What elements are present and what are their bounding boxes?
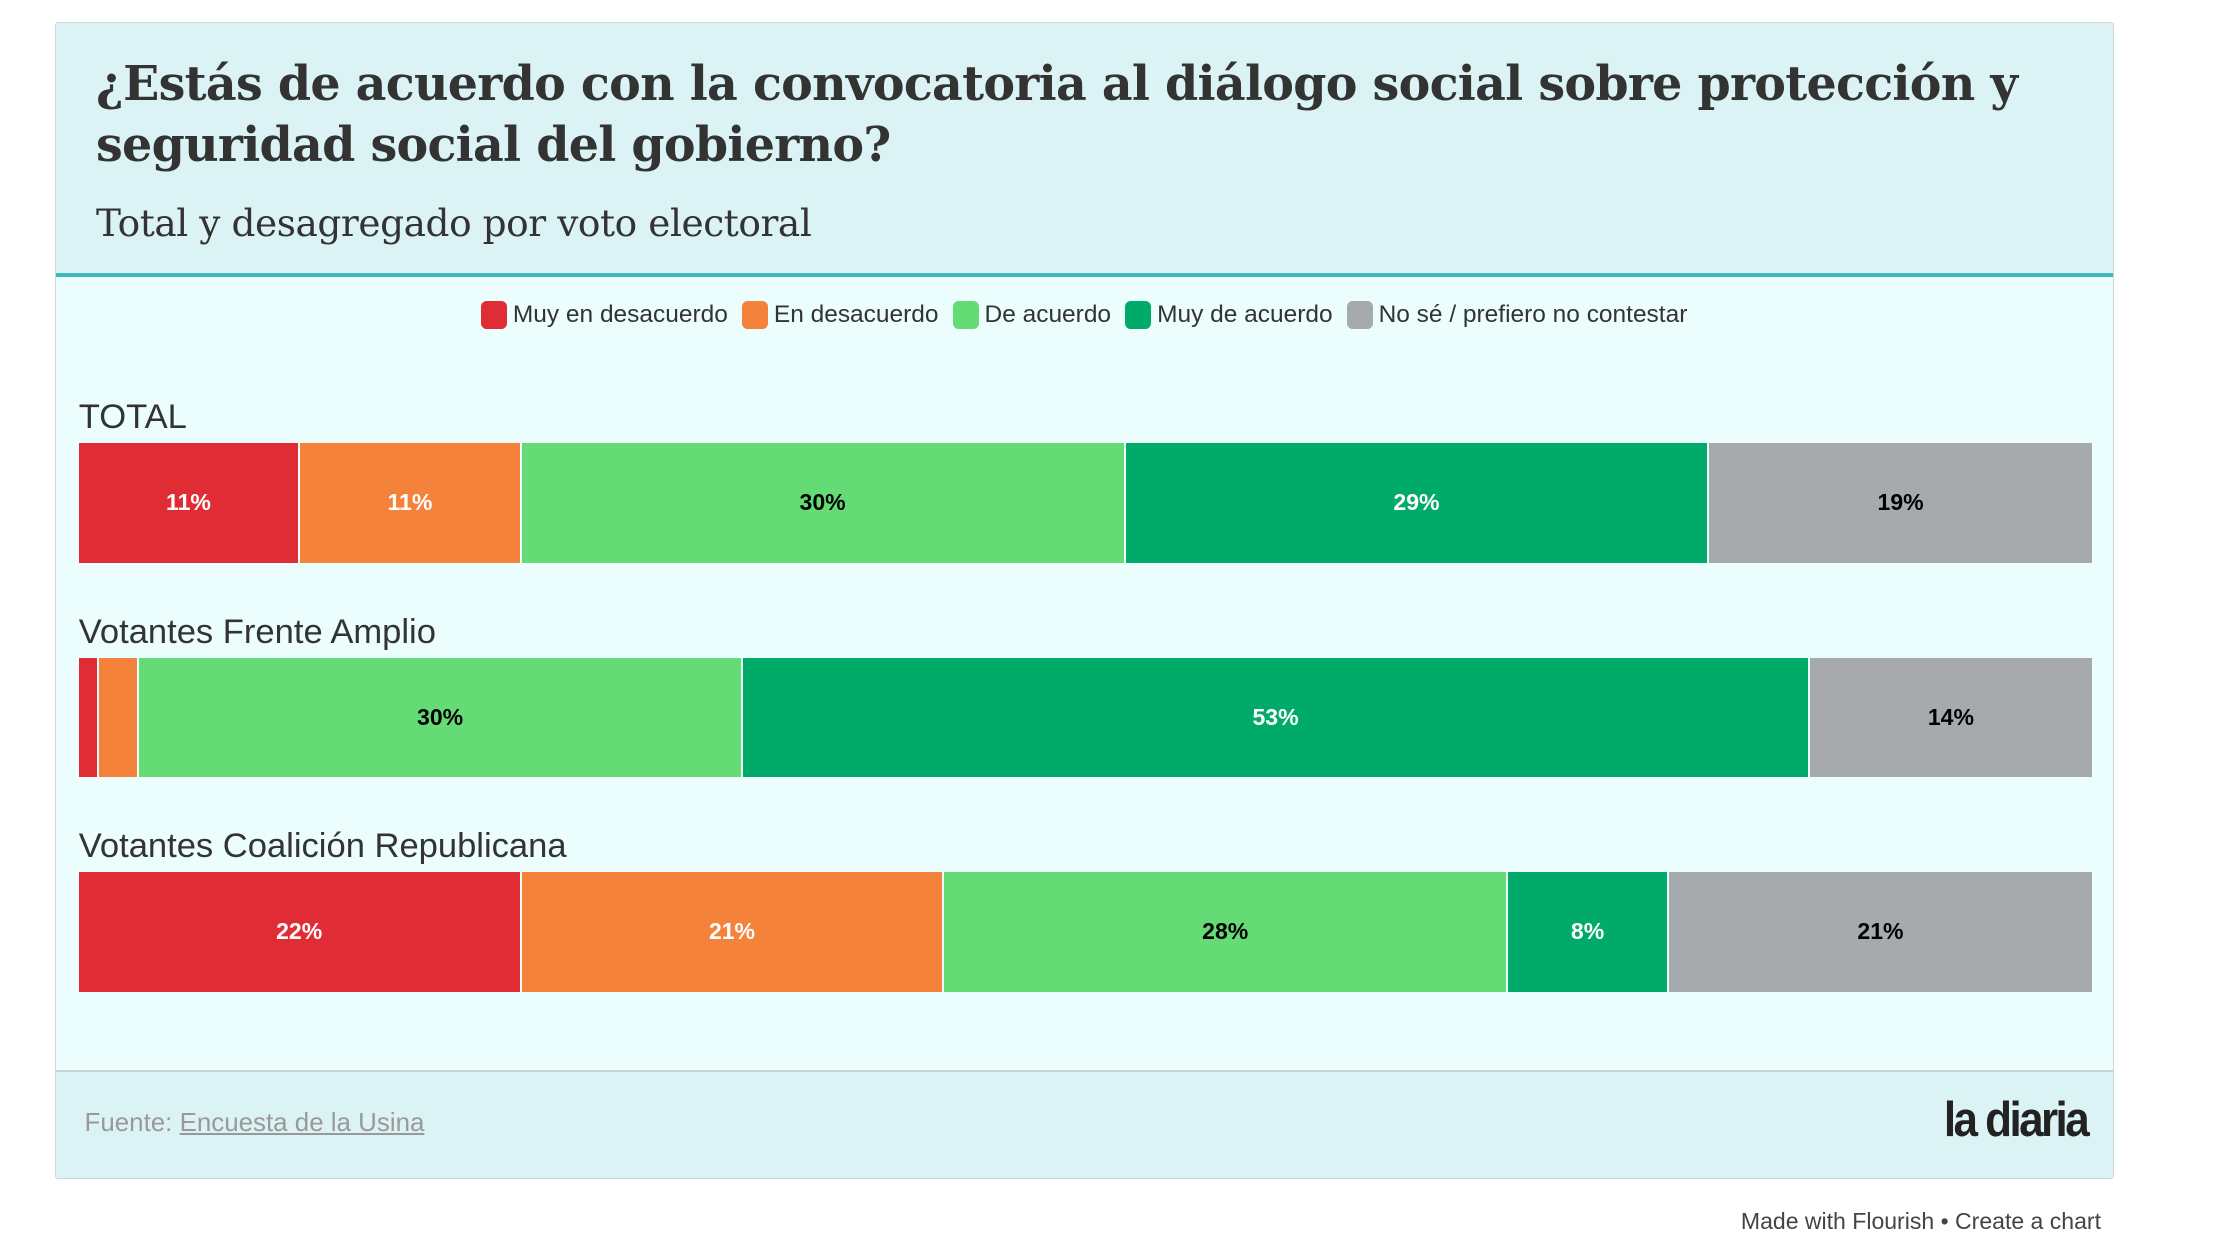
bar-group: Votantes Coalición Republicana 22% 21% 28% 8… xyxy=(78,823,2092,992)
data-label: 14% xyxy=(1927,703,1974,730)
data-label: 30% xyxy=(799,489,846,516)
bar-segment[interactable]: 28% xyxy=(944,872,1509,992)
data-label: 22% xyxy=(276,918,323,945)
bar-group: TOTAL 11% 11% 30% 29% 19% xyxy=(78,394,2092,563)
chart-header: ¿Estás de acuerdo con la convocatoria al… xyxy=(55,22,2113,278)
legend-label: De acuerdo xyxy=(984,300,1112,328)
chart-subtitle: Total y desagregado por voto electoral xyxy=(96,201,812,246)
data-label: 28% xyxy=(1202,918,1249,945)
bar-segment[interactable]: 22% xyxy=(78,872,522,992)
chart-title: ¿Estás de acuerdo con la convocatoria al… xyxy=(96,56,2018,173)
legend-swatch xyxy=(1125,300,1152,330)
bar-segment[interactable]: 11% xyxy=(300,443,522,563)
bar-segment[interactable] xyxy=(78,657,99,778)
stacked-bar: 11% 11% 30% 29% 19% xyxy=(78,443,2092,563)
legend-label: Muy de acuerdo xyxy=(1157,300,1333,328)
legend-item[interactable]: Muy de acuerdo xyxy=(1125,300,1333,330)
data-label: 53% xyxy=(1252,703,1299,730)
legend-swatch xyxy=(742,300,769,330)
stacked-bar: 22% 21% 28% 8% 21% xyxy=(78,872,2092,992)
data-label: 29% xyxy=(1393,489,1440,516)
bar-segment[interactable]: 21% xyxy=(521,872,945,992)
legend-swatch xyxy=(1346,300,1373,330)
data-label: 11% xyxy=(387,489,433,516)
bar-segment[interactable]: 21% xyxy=(1669,872,2092,992)
bar-segment[interactable]: 30% xyxy=(139,657,744,778)
group-label: Votantes Coalición Republicana xyxy=(78,827,567,866)
la-diaria-logo: la diaria xyxy=(1943,1092,2090,1147)
bar-segment[interactable]: 19% xyxy=(1709,443,2092,563)
data-label: 30% xyxy=(417,703,464,730)
legend-label: En desacuerdo xyxy=(773,300,939,328)
legend-item[interactable]: De acuerdo xyxy=(952,300,1112,330)
bar-group: Votantes Frente Amplio 30% 53% 14% xyxy=(78,609,2092,778)
bar-segment[interactable]: 8% xyxy=(1508,872,1670,992)
legend: Muy en desacuerdo En desacuerdo De acuerdo… xyxy=(56,300,2113,330)
bar-segment[interactable] xyxy=(98,657,140,778)
legend-item[interactable]: En desacuerdo xyxy=(742,300,939,330)
legend-swatch xyxy=(952,300,979,330)
legend-label: Muy en desacuerdo xyxy=(512,300,728,328)
bar-segment[interactable]: 53% xyxy=(743,657,1810,778)
footer: Fuente: Encuesta de la Usina la diaria xyxy=(55,1069,2113,1179)
source-link[interactable]: Encuesta de la Usina xyxy=(179,1109,425,1138)
bar-segment[interactable]: 30% xyxy=(521,443,1126,563)
chart-card: ¿Estás de acuerdo con la convocatoria al… xyxy=(54,21,2114,1180)
data-label: 19% xyxy=(1877,489,1924,516)
data-label: 21% xyxy=(708,918,756,945)
data-label: 8% xyxy=(1570,918,1605,945)
data-label: 11% xyxy=(166,489,211,516)
bar-segment[interactable]: 14% xyxy=(1809,657,2092,778)
legend-item[interactable]: Muy en desacuerdo xyxy=(481,300,728,330)
legend-swatch xyxy=(481,300,508,330)
stacked-bar: 30% 53% 14% xyxy=(78,657,2092,778)
flourish-credit[interactable]: Made with Flourish • Create a chart xyxy=(1740,1208,2101,1235)
data-label: 21% xyxy=(1857,918,1904,945)
bar-segment[interactable]: 11% xyxy=(78,443,301,563)
source-prefix: Fuente: xyxy=(84,1109,180,1138)
legend-item[interactable]: No sé / prefiero no contestar xyxy=(1346,300,1688,330)
bar-segment[interactable]: 29% xyxy=(1125,443,1710,563)
group-label: TOTAL xyxy=(78,398,187,437)
legend-label: No sé / prefiero no contestar xyxy=(1378,300,1688,328)
group-label: Votantes Frente Amplio xyxy=(78,612,436,651)
source-note: Fuente: Encuesta de la Usina xyxy=(85,1109,425,1138)
